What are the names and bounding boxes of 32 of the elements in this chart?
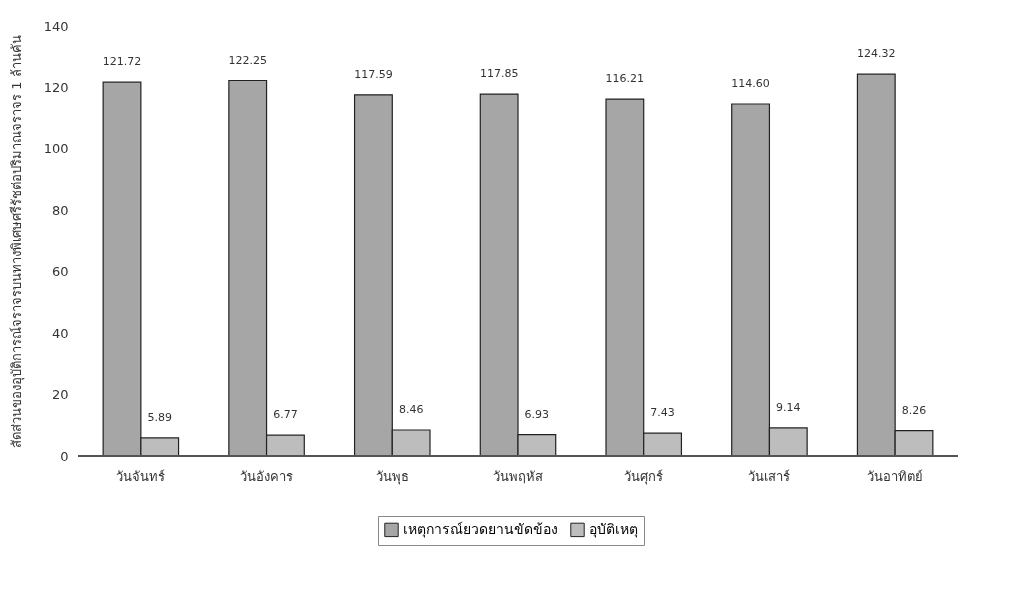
x-tick-label: วันเสาร์ — [748, 468, 791, 484]
data-label: 6.77 — [273, 408, 298, 422]
data-label: 116.21 — [605, 72, 645, 86]
data-label: 117.59 — [354, 67, 393, 81]
legend-label: เหตุการณ์ยวดยานขัดข้อง — [403, 520, 558, 538]
y-tick-label: 140 — [43, 18, 69, 34]
x-tick-label: วันจันทร์ — [116, 468, 166, 484]
data-label: 8.46 — [398, 403, 424, 417]
data-label: 5.89 — [147, 410, 172, 424]
y-tick-label: 120 — [43, 79, 69, 95]
data-label: 6.93 — [524, 407, 550, 421]
data-label: 9.14 — [776, 400, 801, 414]
y-tick-label: 20 — [51, 387, 69, 403]
data-label: 8.26 — [901, 403, 927, 417]
x-tick-label: วันพฤหัส — [493, 468, 543, 484]
x-tick-label: วันอาทิตย์ — [867, 468, 924, 484]
data-label: 117.85 — [479, 67, 519, 81]
legend-label: อุบัติเหตุ — [589, 520, 638, 538]
y-tick-label: 0 — [60, 448, 69, 464]
y-axis-title: สัดส่วนของอุบัติการณ์จราจรบนทางพิเศษศรีรัชต่อปริมาณจราจร 1 ล้านคัน — [8, 35, 25, 448]
y-tick-label: 40 — [51, 325, 69, 341]
x-tick-label: วันศุกร์ — [624, 468, 664, 485]
data-label: 122.25 — [228, 53, 267, 67]
data-label: 7.43 — [650, 406, 675, 420]
data-label: 114.60 — [731, 77, 770, 91]
x-tick-label: วันอังคาร — [240, 468, 294, 484]
data-label: 124.32 — [857, 47, 896, 61]
y-tick-label: 100 — [43, 141, 69, 157]
x-tick-label: วันพุธ — [375, 468, 409, 485]
y-tick-label: 80 — [51, 202, 69, 218]
y-tick-label: 60 — [51, 264, 69, 280]
data-label: 121.72 — [102, 55, 142, 69]
